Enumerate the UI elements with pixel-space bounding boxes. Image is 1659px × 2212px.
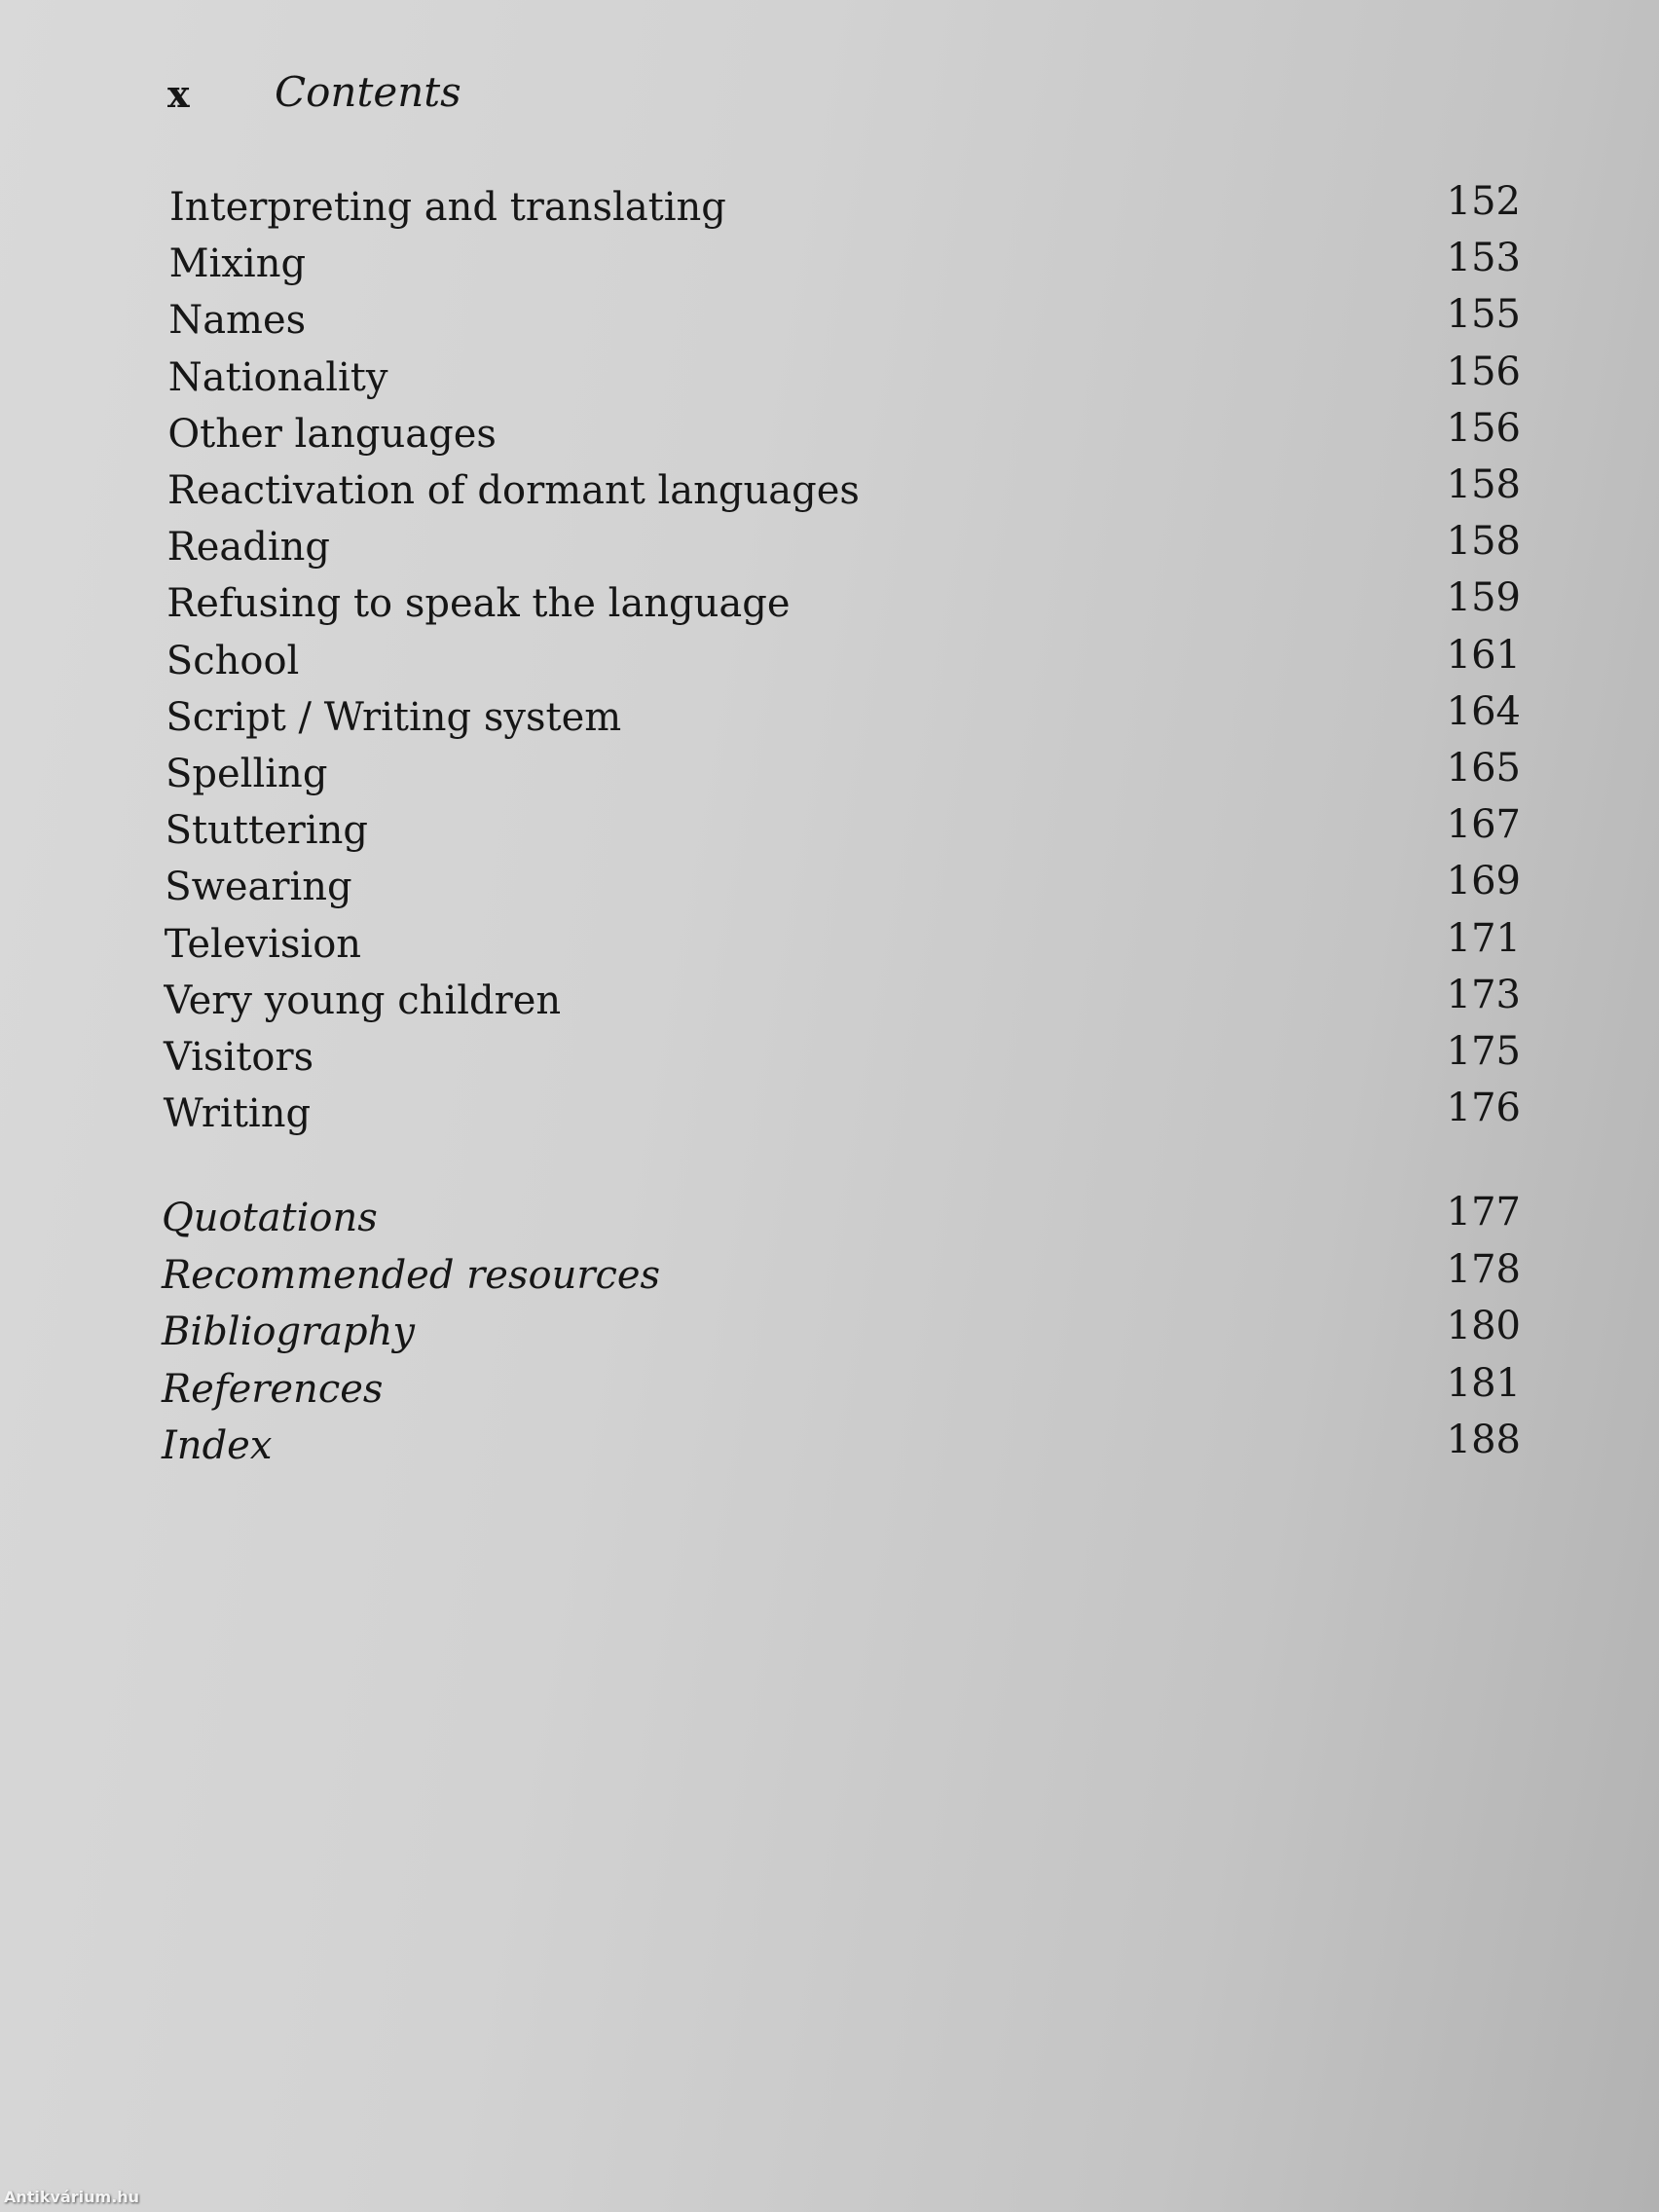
- running-head: Contents: [275, 68, 461, 116]
- toc-entry-title: Script / Writing system: [166, 694, 622, 740]
- toc-entry: Names 155: [168, 292, 1521, 354]
- toc-entry-title: School: [166, 638, 300, 683]
- toc-entry-title: Television: [164, 921, 362, 967]
- toc-entry-title: Refusing to speak the language: [166, 581, 791, 627]
- toc-entry: Reading 158: [166, 519, 1521, 581]
- toc-entry-title: References: [162, 1366, 384, 1412]
- toc-entry: Bibliography 180: [162, 1304, 1521, 1366]
- toc-entry-page: 171: [1446, 915, 1521, 961]
- toc-entry-title: Other languages: [167, 411, 497, 457]
- toc-entry-page: 156: [1446, 405, 1521, 451]
- toc-entry-title: Nationality: [167, 354, 388, 400]
- toc-entry-page: 188: [1446, 1418, 1521, 1462]
- toc-entry-page: 159: [1446, 575, 1521, 621]
- toc-entry: Visitors 175: [164, 1029, 1521, 1091]
- toc-entry-title: Very young children: [164, 977, 562, 1023]
- toc-entry-title: Quotations: [162, 1196, 378, 1240]
- toc-entry-title: Swearing: [165, 865, 352, 910]
- toc-entry: Spelling 165: [166, 746, 1521, 808]
- toc-entry: Recommended resources 178: [162, 1247, 1521, 1309]
- toc-entry-page: 158: [1446, 519, 1521, 565]
- toc-entry: Swearing 169: [165, 859, 1521, 921]
- toc-entry-title: Spelling: [166, 752, 328, 796]
- toc-entry-page: 181: [1446, 1360, 1521, 1406]
- toc-entry: Interpreting and translating 152: [169, 179, 1521, 241]
- toc-entry-page: 178: [1446, 1246, 1521, 1292]
- toc-entry: Reactivation of dormant languages 158: [167, 462, 1521, 525]
- page-number: x: [167, 72, 190, 116]
- toc-entry-title: Bibliography: [162, 1309, 415, 1354]
- toc-entry: Quotations 177: [162, 1190, 1521, 1252]
- toc-entry: School 161: [166, 633, 1521, 695]
- toc-entry: Very young children 173: [164, 973, 1521, 1035]
- toc-entry-page: 158: [1446, 462, 1521, 507]
- toc-entry: Nationality 156: [167, 350, 1521, 412]
- toc-entry-title: Names: [168, 298, 307, 344]
- toc-entry-page: 153: [1446, 236, 1521, 281]
- toc-entry-title: Stuttering: [165, 808, 368, 854]
- toc-entry: Writing 176: [163, 1086, 1521, 1148]
- toc-entry-title: Mixing: [168, 241, 307, 287]
- toc-entry-page: 167: [1446, 802, 1521, 848]
- toc-entry: Index 188: [162, 1418, 1521, 1480]
- toc-entry-page: 176: [1446, 1086, 1521, 1131]
- toc-entry: Other languages 156: [167, 406, 1521, 468]
- toc-entry: Stuttering 167: [165, 802, 1521, 865]
- toc-entry-page: 155: [1446, 292, 1521, 338]
- toc-entry-title: Reactivation of dormant languages: [167, 468, 860, 513]
- toc-entry-page: 156: [1446, 349, 1521, 394]
- toc-entry-page: 164: [1446, 688, 1521, 734]
- toc-entry: Script / Writing system 164: [166, 689, 1521, 752]
- toc-entry-page: 180: [1446, 1304, 1521, 1348]
- toc-entry-page: 165: [1446, 746, 1521, 791]
- toc-entry-page: 175: [1446, 1029, 1521, 1074]
- toc-entry-page: 169: [1446, 859, 1521, 904]
- toc-entry-title: Visitors: [164, 1035, 314, 1080]
- toc-entry-title: Recommended resources: [162, 1252, 661, 1298]
- toc-entry-title: Interpreting and translating: [169, 185, 726, 230]
- toc-entry: Mixing 153: [168, 236, 1521, 298]
- toc-entry: Television 171: [164, 916, 1521, 978]
- toc-entry-title: Index: [162, 1423, 273, 1468]
- toc-entry-page: 177: [1446, 1190, 1521, 1235]
- toc-entry-page: 161: [1446, 632, 1521, 678]
- toc-entry: Refusing to speak the language 159: [166, 575, 1521, 638]
- toc-entry-page: 152: [1446, 179, 1521, 224]
- toc-entry-title: Writing: [163, 1091, 312, 1137]
- toc-entry-title: Reading: [166, 525, 330, 571]
- watermark: Antikvárium.hu: [4, 2188, 140, 2206]
- toc-entry-page: 173: [1446, 972, 1521, 1017]
- toc-entry: References 181: [162, 1361, 1521, 1423]
